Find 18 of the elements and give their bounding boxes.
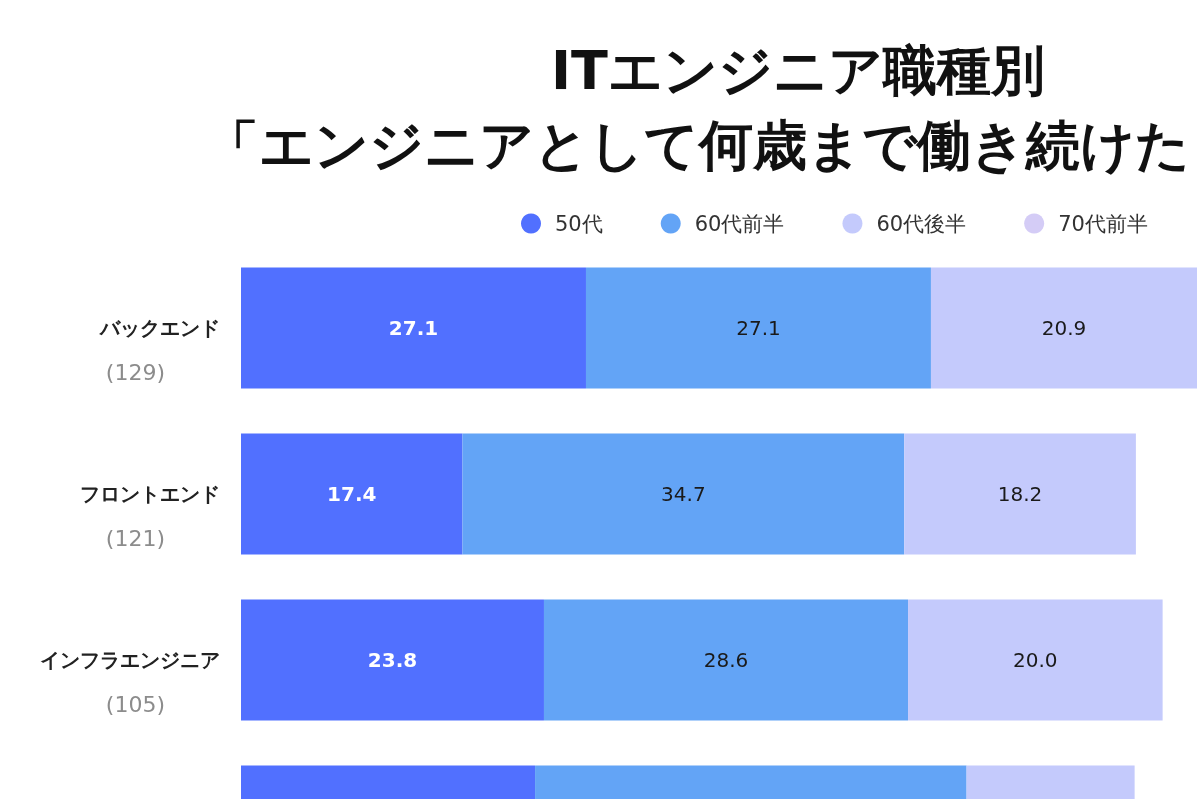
- chart-subtitle: 「エンジニアとして何歳まで働き続けた: [205, 113, 1190, 177]
- legend-label: 50代: [555, 211, 603, 236]
- chart-title: ITエンジニア職種別: [551, 38, 1045, 102]
- data-label: 34.7: [661, 482, 706, 506]
- data-label: 17.4: [327, 482, 377, 506]
- y-tick-label: インフラエンジニア (105): [40, 648, 220, 717]
- data-label: 23.8: [367, 648, 418, 672]
- data-label: 20.0: [1013, 648, 1058, 672]
- legend-label: 70代前半: [1058, 211, 1148, 236]
- y-tick-label: フロントエンド (121): [80, 482, 220, 551]
- legend-label: 60代前半: [694, 211, 785, 236]
- data-label: 18.2: [997, 482, 1043, 506]
- legend-label: 60代後半: [876, 211, 967, 236]
- data-label: 27.1: [388, 316, 439, 340]
- data-label: 27.1: [736, 316, 781, 340]
- y-tick-label: バックエンド (129): [99, 316, 220, 385]
- data-label: 20.9: [1041, 316, 1087, 340]
- data-label: 28.6: [703, 648, 749, 672]
